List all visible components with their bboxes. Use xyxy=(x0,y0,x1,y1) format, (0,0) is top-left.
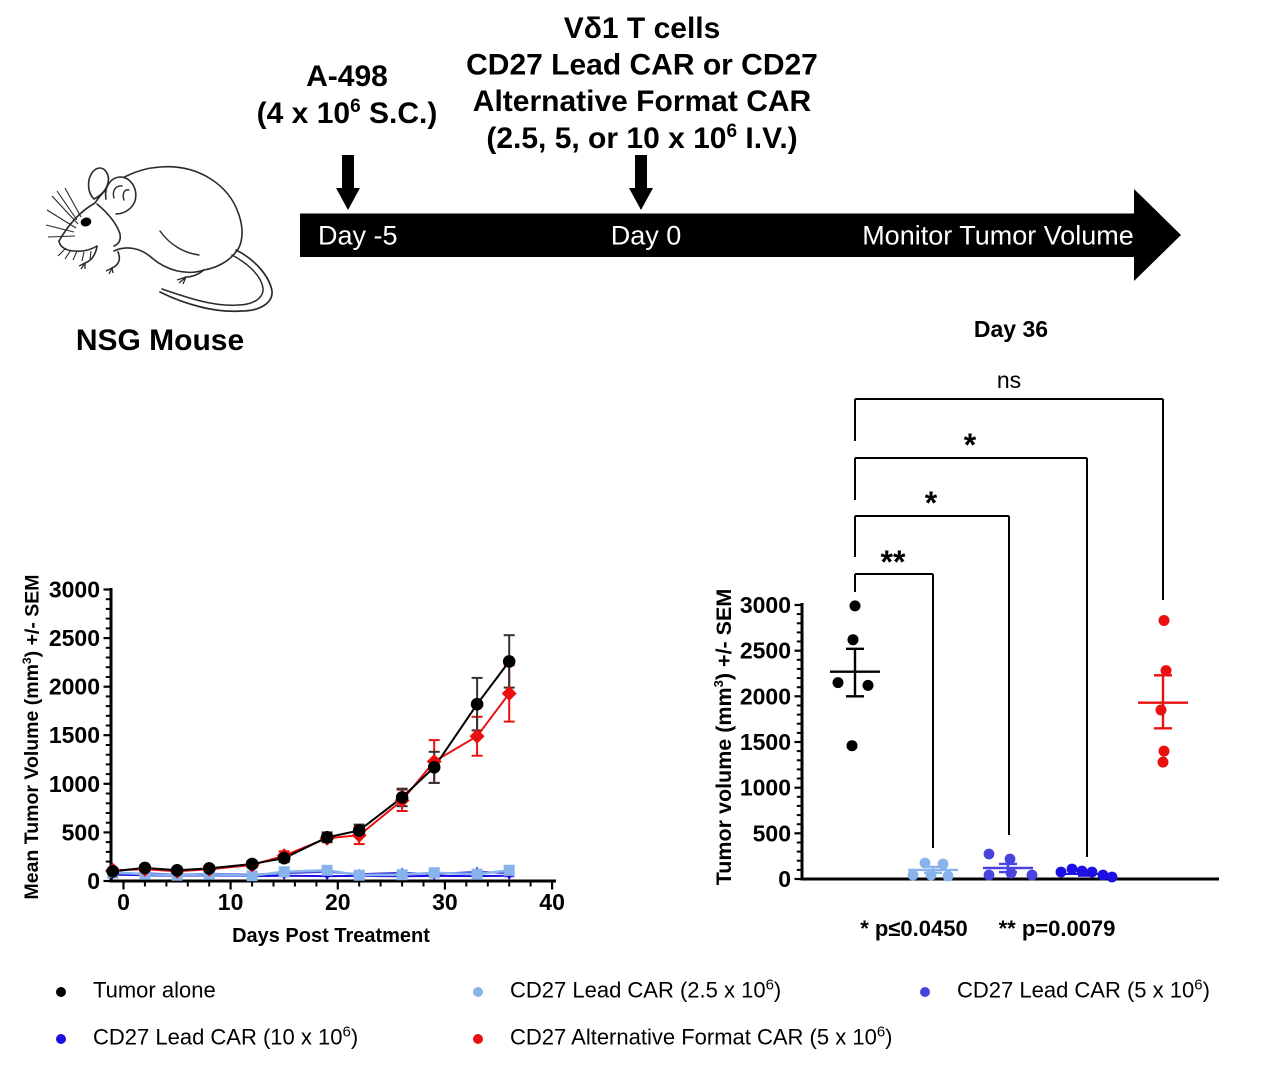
svg-text:Day 36: Day 36 xyxy=(974,316,1048,342)
svg-text:2000: 2000 xyxy=(740,683,791,709)
svg-text:2500: 2500 xyxy=(49,625,100,651)
svg-text:Monitor Tumor Volume: Monitor Tumor Volume xyxy=(862,221,1134,251)
svg-text:30: 30 xyxy=(432,889,458,915)
svg-text:*: * xyxy=(925,485,938,521)
svg-text:NSG Mouse: NSG Mouse xyxy=(76,324,244,357)
svg-text:2500: 2500 xyxy=(740,638,791,664)
svg-text:40: 40 xyxy=(539,889,565,915)
svg-text:1000: 1000 xyxy=(49,771,100,797)
svg-text:1500: 1500 xyxy=(740,729,791,755)
svg-text:ns: ns xyxy=(997,367,1021,393)
svg-text:* p≤0.0450: * p≤0.0450 xyxy=(860,916,967,941)
svg-text:0: 0 xyxy=(778,866,791,892)
svg-text:500: 500 xyxy=(62,819,100,845)
svg-text:A-498: A-498 xyxy=(306,60,388,93)
svg-text:CD27 Lead CAR (2.5 x 106): CD27 Lead CAR (2.5 x 106) xyxy=(510,977,781,1003)
svg-text:Day -5: Day -5 xyxy=(318,221,398,251)
svg-text:2000: 2000 xyxy=(49,674,100,700)
svg-text:0: 0 xyxy=(87,868,100,894)
svg-text:**: ** xyxy=(881,544,906,580)
svg-text:Day 0: Day 0 xyxy=(611,221,682,251)
svg-text:Tumor volume (mm3) +/- SEM: Tumor volume (mm3) +/- SEM xyxy=(711,589,736,886)
svg-text:Mean Tumor Volume (mm3) +/- SE: Mean Tumor Volume (mm3) +/- SEM xyxy=(20,574,43,899)
svg-text:*: * xyxy=(964,427,977,463)
svg-text:Tumor alone: Tumor alone xyxy=(93,978,216,1003)
svg-text:CD27 Lead CAR (5 x 106): CD27 Lead CAR (5 x 106) xyxy=(957,977,1210,1003)
svg-text:3000: 3000 xyxy=(740,592,791,618)
svg-text:1500: 1500 xyxy=(49,722,100,748)
svg-text:20: 20 xyxy=(325,889,351,915)
svg-text:CD27 Alternative Format CAR (5: CD27 Alternative Format CAR (5 x 106) xyxy=(510,1024,892,1050)
svg-text:CD27 Lead CAR or CD27: CD27 Lead CAR or CD27 xyxy=(466,49,818,82)
svg-text:1000: 1000 xyxy=(740,775,791,801)
svg-text:3000: 3000 xyxy=(49,577,100,603)
svg-text:** p=0.0079: ** p=0.0079 xyxy=(999,916,1116,941)
svg-text:(2.5, 5, or 10 x 106 I.V.): (2.5, 5, or 10 x 106 I.V.) xyxy=(486,121,797,155)
svg-text:10: 10 xyxy=(218,889,244,915)
svg-text:Alternative Format CAR: Alternative Format CAR xyxy=(473,85,812,118)
svg-text:(4 x 106 S.C.): (4 x 106 S.C.) xyxy=(257,96,438,130)
svg-text:Vδ1 T cells: Vδ1 T cells xyxy=(564,12,721,45)
svg-text:Days Post Treatment: Days Post Treatment xyxy=(232,925,430,947)
svg-text:0: 0 xyxy=(117,889,130,915)
svg-text:CD27 Lead CAR (10 x 106): CD27 Lead CAR (10 x 106) xyxy=(93,1024,358,1050)
svg-text:500: 500 xyxy=(753,820,791,846)
